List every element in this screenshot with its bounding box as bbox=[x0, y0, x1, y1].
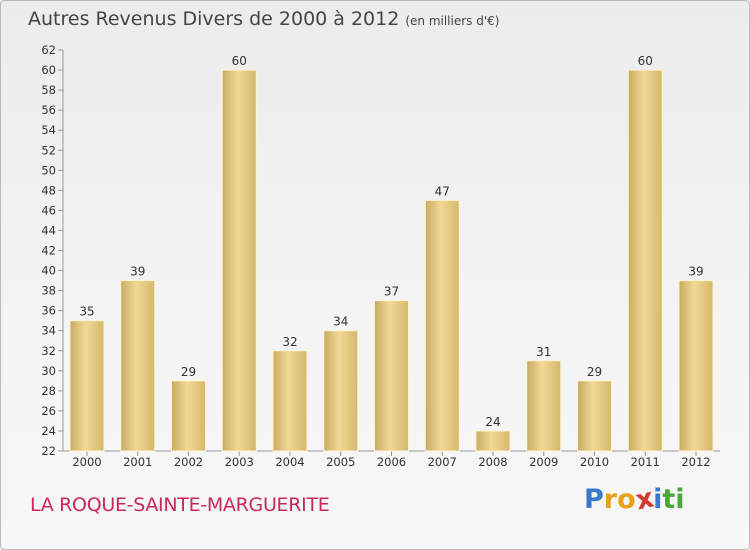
chart-labels: 2000 35 2001 39 2002 29 2003 60 2004 32 2005 34 2006… bbox=[72, 54, 710, 469]
x-tick-label: 2008 bbox=[478, 455, 507, 469]
bar-value-label: 34 bbox=[333, 315, 348, 329]
bar bbox=[120, 280, 156, 452]
x-tick-label: 2007 bbox=[428, 455, 457, 469]
bar-value-label: 60 bbox=[638, 54, 653, 68]
y-tick-label: 62 bbox=[41, 43, 56, 57]
bar bbox=[221, 69, 257, 452]
logo-letter: r bbox=[603, 484, 618, 515]
bar-value-label: 39 bbox=[688, 265, 703, 279]
y-tick-label: 28 bbox=[41, 384, 56, 398]
bar-value-label: 39 bbox=[130, 265, 145, 279]
chart-axes: 22 24 26 28 30 32 34 36 38 40 42 44 46 48 50 52 54 56 58 60… bbox=[41, 43, 720, 458]
y-tick-label: 40 bbox=[41, 264, 56, 278]
y-tick-label: 48 bbox=[41, 183, 56, 197]
bar-value-label: 35 bbox=[79, 305, 94, 319]
proxiti-logo[interactable]: Proxiti bbox=[584, 483, 685, 517]
bar bbox=[424, 199, 460, 452]
y-tick-label: 24 bbox=[41, 424, 56, 438]
y-tick-label: 34 bbox=[41, 324, 56, 338]
y-tick-label: 46 bbox=[41, 203, 56, 217]
bar-value-label: 29 bbox=[181, 365, 196, 379]
y-tick-label: 52 bbox=[41, 143, 56, 157]
y-tick-label: 58 bbox=[41, 83, 56, 97]
bar bbox=[678, 280, 714, 452]
y-tick-label: 30 bbox=[41, 364, 56, 378]
commune-name: LA ROQUE-SAINTE-MARGUERITE bbox=[30, 494, 330, 516]
x-tick-label: 2004 bbox=[275, 455, 304, 469]
y-tick-label: 36 bbox=[41, 304, 56, 318]
chart-bars bbox=[69, 69, 714, 452]
chart-title-text: Autres Revenus Divers de 2000 à 2012 bbox=[28, 8, 400, 30]
y-tick-label: 50 bbox=[41, 163, 56, 177]
y-tick-label: 60 bbox=[41, 63, 56, 77]
x-tick-label: 2012 bbox=[681, 455, 710, 469]
bar bbox=[171, 380, 206, 452]
bar-value-label: 60 bbox=[232, 54, 247, 68]
chart-title: Autres Revenus Divers de 2000 à 2012 (en … bbox=[28, 8, 499, 30]
bar-value-label: 32 bbox=[282, 335, 297, 349]
bar bbox=[69, 320, 105, 452]
bar bbox=[577, 380, 612, 452]
y-tick-label: 38 bbox=[41, 284, 56, 298]
bar bbox=[627, 69, 663, 452]
bar bbox=[272, 350, 308, 452]
bar-value-label: 24 bbox=[485, 415, 500, 429]
chart-unit: (en milliers d'€) bbox=[405, 14, 500, 28]
x-tick-label: 2001 bbox=[123, 455, 152, 469]
y-tick-label: 22 bbox=[41, 444, 56, 458]
bar bbox=[323, 330, 359, 452]
x-tick-label: 2000 bbox=[72, 455, 101, 469]
x-tick-label: 2006 bbox=[377, 455, 406, 469]
bar-value-label: 47 bbox=[435, 184, 450, 198]
y-tick-label: 54 bbox=[41, 123, 56, 137]
x-tick-label: 2010 bbox=[580, 455, 609, 469]
logo-letter: P bbox=[584, 484, 604, 515]
bar bbox=[475, 430, 511, 452]
logo-letter: i bbox=[675, 484, 685, 515]
y-tick-label: 44 bbox=[41, 223, 56, 237]
y-tick-label: 32 bbox=[41, 344, 56, 358]
bar-value-label: 31 bbox=[536, 345, 551, 359]
y-tick-label: 56 bbox=[41, 103, 56, 117]
bar bbox=[374, 300, 409, 452]
y-tick-label: 42 bbox=[41, 244, 56, 258]
logo-letter: o bbox=[617, 484, 636, 515]
bar-value-label: 29 bbox=[587, 365, 602, 379]
x-tick-label: 2011 bbox=[631, 455, 660, 469]
x-tick-label: 2003 bbox=[225, 455, 254, 469]
logo-letter: i bbox=[653, 484, 663, 515]
logo-letter: t bbox=[662, 484, 676, 515]
x-tick-label: 2002 bbox=[174, 455, 203, 469]
y-tick-label: 26 bbox=[41, 404, 56, 418]
x-tick-label: 2005 bbox=[326, 455, 355, 469]
bar-value-label: 37 bbox=[384, 285, 399, 299]
bar bbox=[526, 360, 562, 452]
x-tick-label: 2009 bbox=[529, 455, 558, 469]
